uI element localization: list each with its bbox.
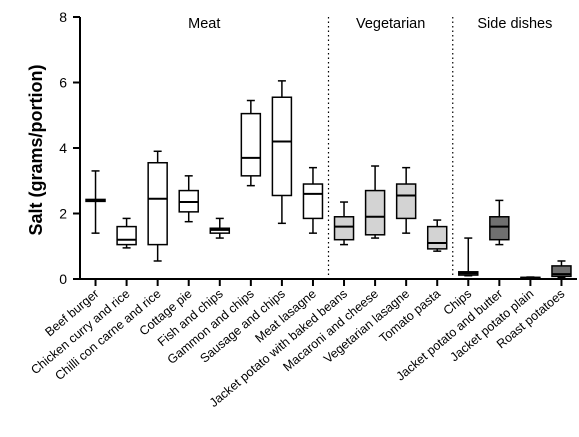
box-iqr — [395, 183, 417, 220]
box-iqr — [116, 225, 137, 246]
box-9 — [333, 201, 355, 246]
box-11 — [395, 166, 417, 234]
y-tick-label: 2 — [59, 206, 67, 222]
box-iqr — [240, 112, 262, 177]
box-iqr — [489, 216, 510, 241]
box-iqr — [551, 265, 572, 278]
box-15 — [520, 276, 541, 280]
box-iqr — [426, 225, 448, 250]
box-6 — [240, 99, 262, 187]
y-tick-label: 8 — [59, 9, 67, 25]
group-label: Side dishes — [477, 16, 552, 32]
box-10 — [364, 165, 386, 239]
box-iqr — [271, 96, 293, 197]
box-8 — [302, 166, 324, 234]
box-14 — [489, 199, 510, 246]
group-label: Meat — [188, 16, 220, 32]
y-tick-label: 4 — [59, 140, 67, 156]
box-iqr — [333, 216, 355, 241]
box-13 — [458, 237, 479, 277]
box-7 — [271, 80, 293, 225]
box-iqr — [364, 189, 386, 236]
box-5 — [209, 217, 231, 239]
boxes — [85, 80, 572, 280]
box-3 — [147, 150, 168, 262]
box-12 — [426, 219, 448, 252]
y-tick-label: 6 — [59, 75, 67, 91]
y-tick-label: 0 — [59, 271, 67, 287]
group-label: Vegetarian — [356, 16, 425, 32]
y-axis-title: Salt (grams/portion) — [26, 64, 46, 235]
box-iqr — [147, 161, 168, 246]
box-4 — [178, 175, 199, 223]
box-1 — [85, 170, 106, 234]
y-axis: 0 2 4 6 8 — [59, 9, 81, 287]
group-labels: Meat Vegetarian Side dishes — [188, 16, 552, 32]
x-axis — [80, 278, 577, 286]
group-separators — [327, 17, 454, 279]
box-2 — [116, 217, 137, 249]
box-iqr — [302, 183, 324, 220]
box-16 — [551, 260, 572, 279]
